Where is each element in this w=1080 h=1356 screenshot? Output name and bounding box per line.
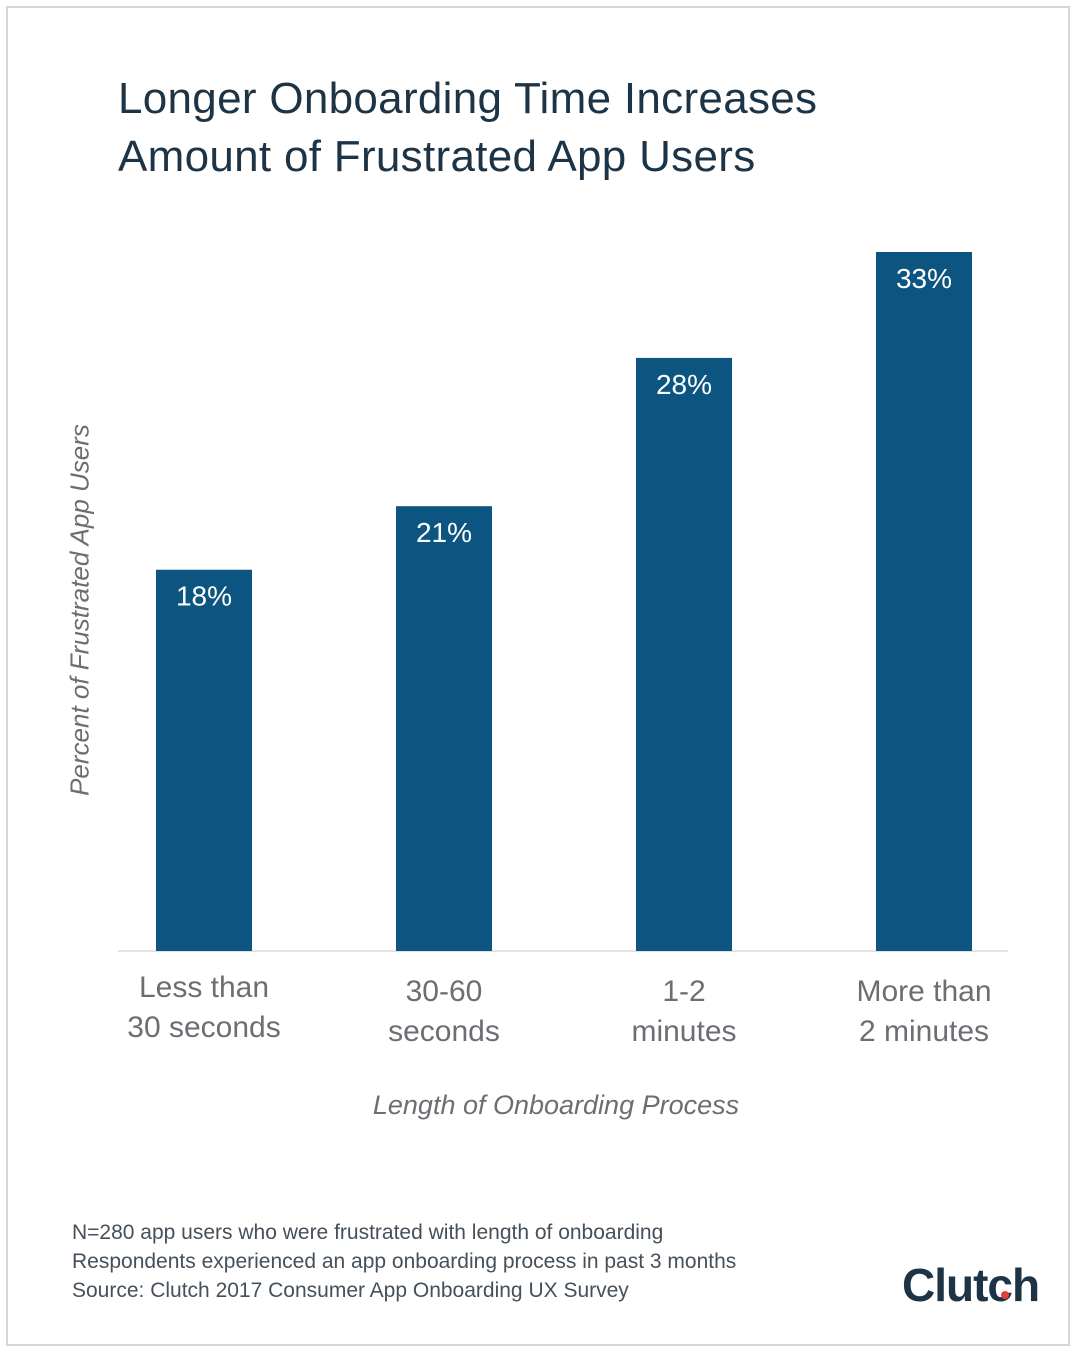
- footnote-sample-size: N=280 app users who were frustrated with…: [72, 1221, 664, 1244]
- chart-title-line-1: Longer Onboarding Time Increases: [118, 74, 818, 123]
- chart-title-line-2: Amount of Frustrated App Users: [118, 132, 756, 181]
- category-label-4: More than 2 minutes: [814, 972, 1034, 1052]
- bar-1: [156, 569, 252, 951]
- category-label-2-line-2: seconds: [388, 1015, 500, 1048]
- footnote-source: Source: Clutch 2017 Consumer App Onboard…: [72, 1279, 629, 1302]
- chart-title: Longer Onboarding Time Increases Amount …: [118, 70, 938, 186]
- bar-value-label-4: 33%: [896, 263, 952, 294]
- category-label-3-line-1: 1-2: [662, 975, 706, 1008]
- bar-value-label-2: 21%: [416, 517, 472, 548]
- clutch-logo: Clutch: [902, 1258, 1040, 1312]
- category-label-1-line-2: 30 seconds: [127, 1011, 281, 1044]
- category-label-4-line-1: More than: [856, 975, 992, 1008]
- category-label-1-line-1: Less than: [138, 971, 270, 1004]
- category-label-1: Less than 30 seconds: [94, 968, 314, 1048]
- category-label-4-line-2: 2 minutes: [858, 1015, 990, 1048]
- clutch-logo-text: Clutch: [902, 1259, 1040, 1311]
- bar-4: [876, 252, 972, 951]
- bar-value-label-1: 18%: [176, 581, 232, 612]
- x-axis-label: Length of Onboarding Process: [372, 1090, 740, 1120]
- bar-3: [636, 357, 732, 952]
- category-label-3-line-2: minutes: [631, 1015, 737, 1048]
- bar-2: [396, 506, 492, 951]
- red-dot-icon: [1001, 1291, 1009, 1299]
- footnote-respondents: Respondents experienced an app onboardin…: [72, 1250, 737, 1273]
- bars-group: 18% 21% 28% 33%: [156, 252, 972, 952]
- category-label-3: 1-2 minutes: [574, 972, 794, 1052]
- bar-value-label-3: 28%: [656, 369, 712, 400]
- category-label-2: 30-60 seconds: [334, 972, 554, 1052]
- category-label-2-line-1: 30-60: [405, 975, 483, 1008]
- footnotes: N=280 app users who were frustrated with…: [72, 1218, 736, 1305]
